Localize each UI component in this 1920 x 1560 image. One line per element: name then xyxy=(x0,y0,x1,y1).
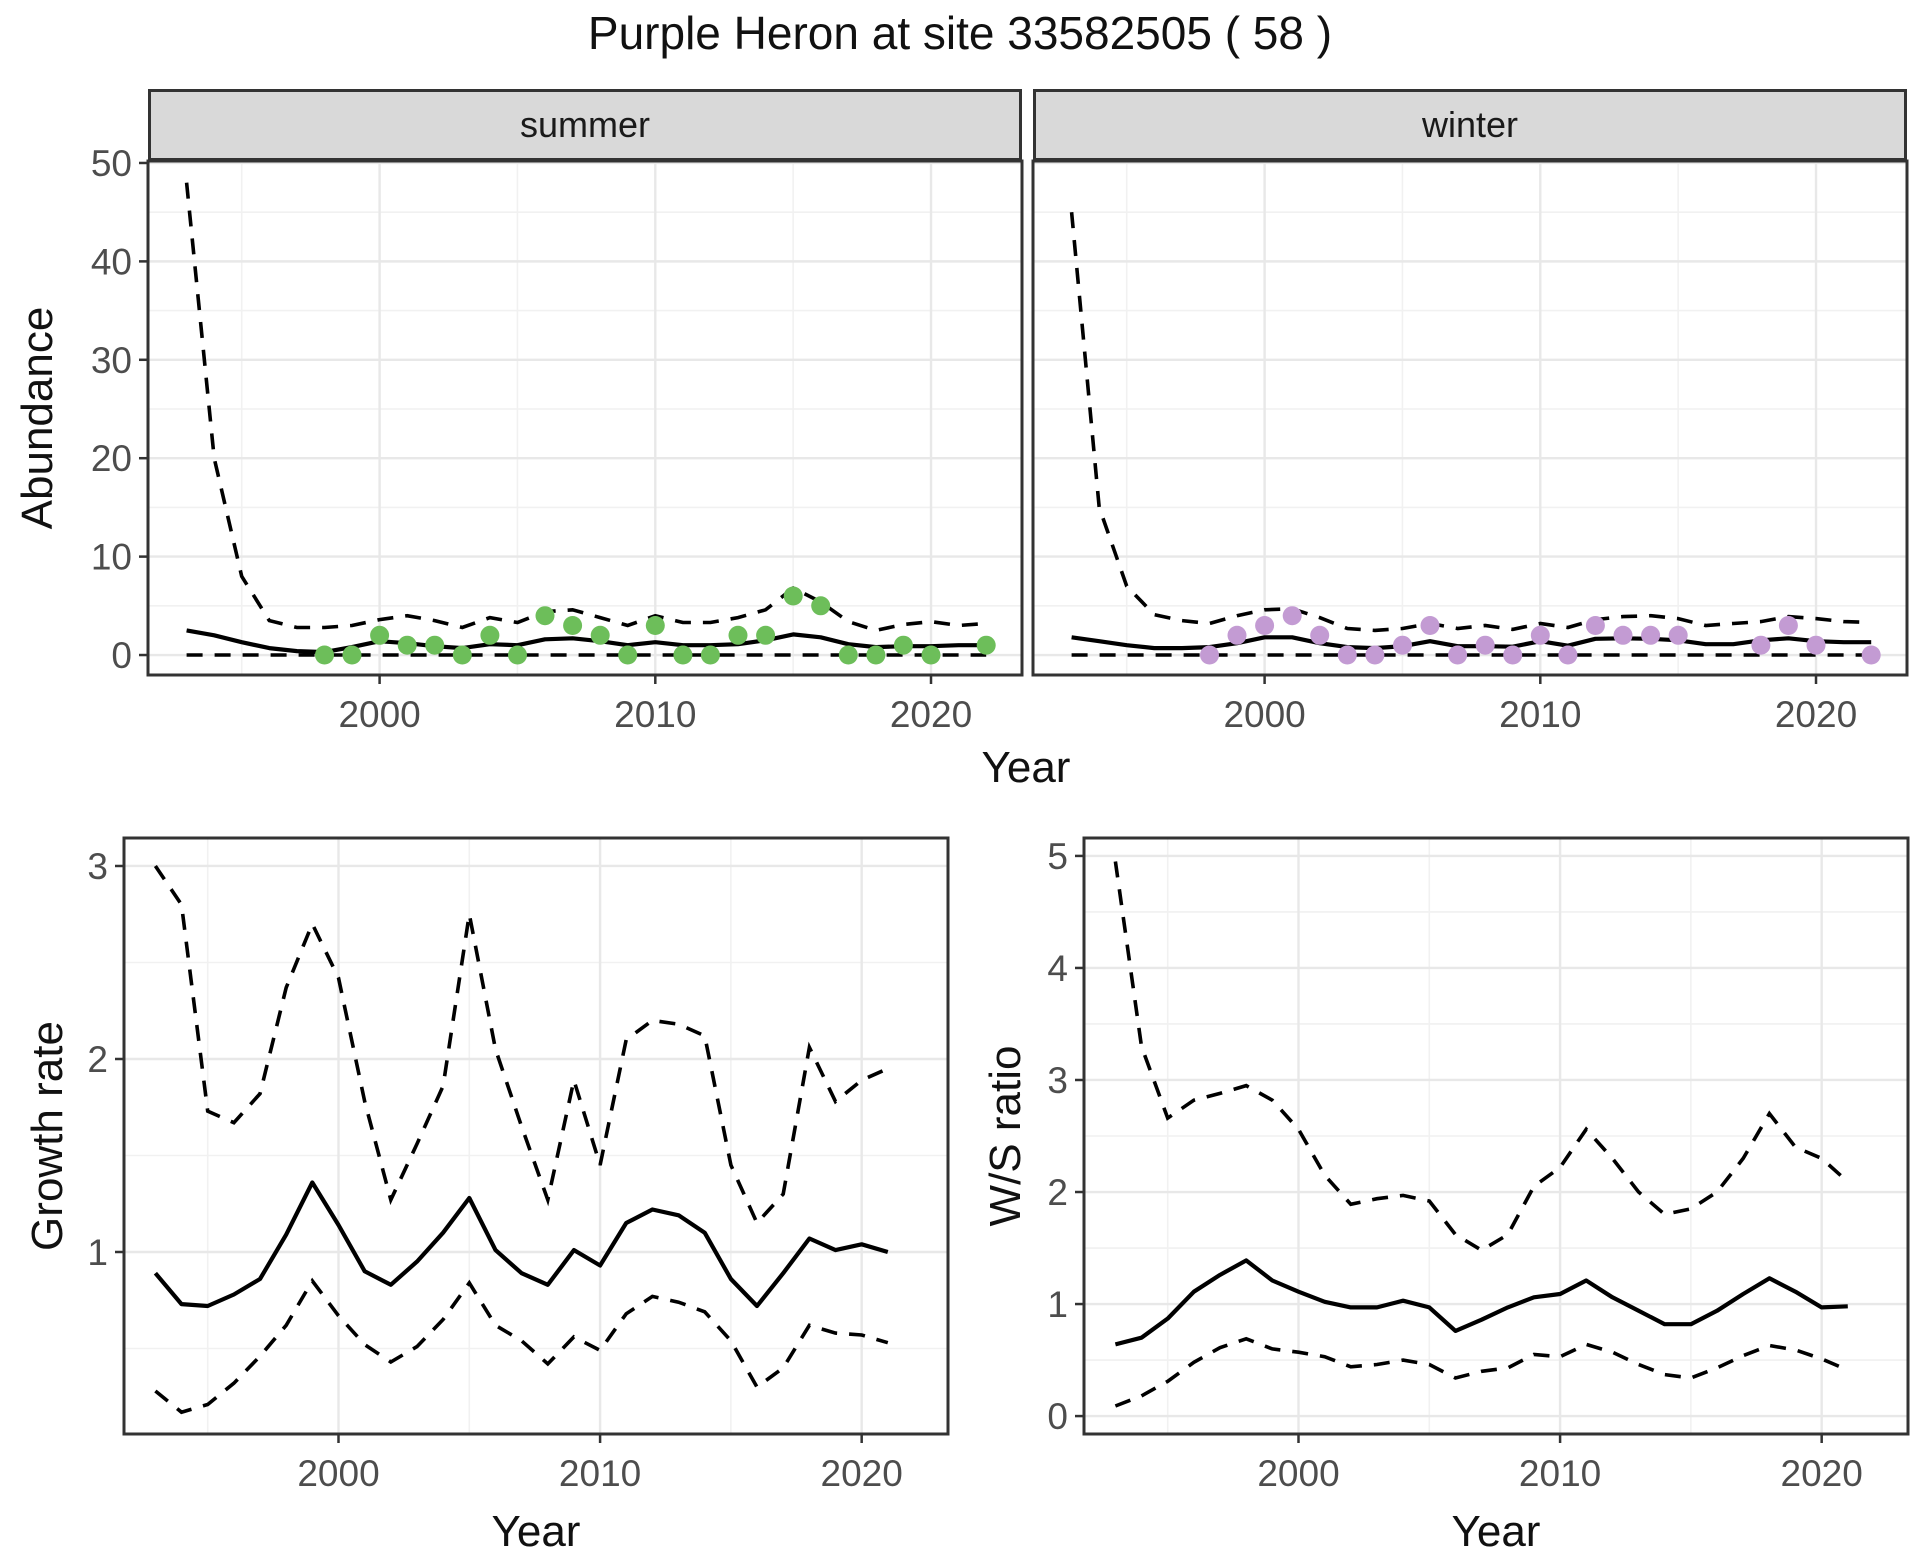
facet-strip-winter: winter xyxy=(1033,89,1907,161)
svg-text:2010: 2010 xyxy=(1519,1453,1601,1494)
svg-text:2010: 2010 xyxy=(1499,694,1581,735)
growth-year-axis-title: Year xyxy=(491,1507,581,1556)
growth-rate-axis-title: Growth rate xyxy=(23,1021,72,1251)
svg-text:2010: 2010 xyxy=(614,694,696,735)
facet-strip-summer: summer xyxy=(148,89,1022,161)
winter-abundance-panel: 2000 2010 2020 xyxy=(1031,159,1909,735)
svg-text:20: 20 xyxy=(91,438,132,479)
svg-text:10: 10 xyxy=(91,537,132,578)
facet-strip-winter-label: winter xyxy=(1421,104,1519,145)
facet-strip-summer-label: summer xyxy=(519,104,650,145)
ws-ratio-panel: 2000 2010 2020 0 1 2 3 4 5 xyxy=(1047,836,1910,1494)
svg-text:2000: 2000 xyxy=(338,694,420,735)
summer-abundance-panel: 2000 2010 2020 0 10 20 30 40 50 xyxy=(91,143,1024,735)
abundance-axis-title: Abundance xyxy=(13,306,62,530)
svg-text:3: 3 xyxy=(87,846,108,887)
top-year-axis-title: Year xyxy=(981,743,1071,792)
ws-year-axis-title: Year xyxy=(1451,1507,1541,1556)
svg-text:2020: 2020 xyxy=(1781,1453,1863,1494)
svg-text:1: 1 xyxy=(1047,1284,1068,1325)
svg-text:4: 4 xyxy=(1047,948,1068,989)
svg-text:1: 1 xyxy=(87,1232,108,1273)
svg-text:2020: 2020 xyxy=(1775,694,1857,735)
svg-text:0: 0 xyxy=(1047,1396,1068,1437)
svg-text:2020: 2020 xyxy=(821,1453,903,1494)
svg-text:0: 0 xyxy=(111,635,132,676)
growth-rate-panel: 2000 2010 2020 1 2 3 xyxy=(87,836,950,1494)
svg-text:2: 2 xyxy=(87,1039,108,1080)
svg-text:2000: 2000 xyxy=(297,1453,379,1494)
svg-text:2000: 2000 xyxy=(1223,694,1305,735)
svg-text:2000: 2000 xyxy=(1257,1453,1339,1494)
svg-text:5: 5 xyxy=(1047,836,1068,877)
svg-text:40: 40 xyxy=(91,241,132,282)
ws-ratio-axis-title: W/S ratio xyxy=(981,1045,1030,1227)
plot-title: Purple Heron at site 33582505 ( 58 ) xyxy=(587,7,1333,59)
svg-text:50: 50 xyxy=(91,143,132,184)
svg-text:2020: 2020 xyxy=(890,694,972,735)
svg-text:2010: 2010 xyxy=(559,1453,641,1494)
svg-text:3: 3 xyxy=(1047,1060,1068,1101)
svg-text:2: 2 xyxy=(1047,1172,1068,1213)
svg-text:30: 30 xyxy=(91,340,132,381)
